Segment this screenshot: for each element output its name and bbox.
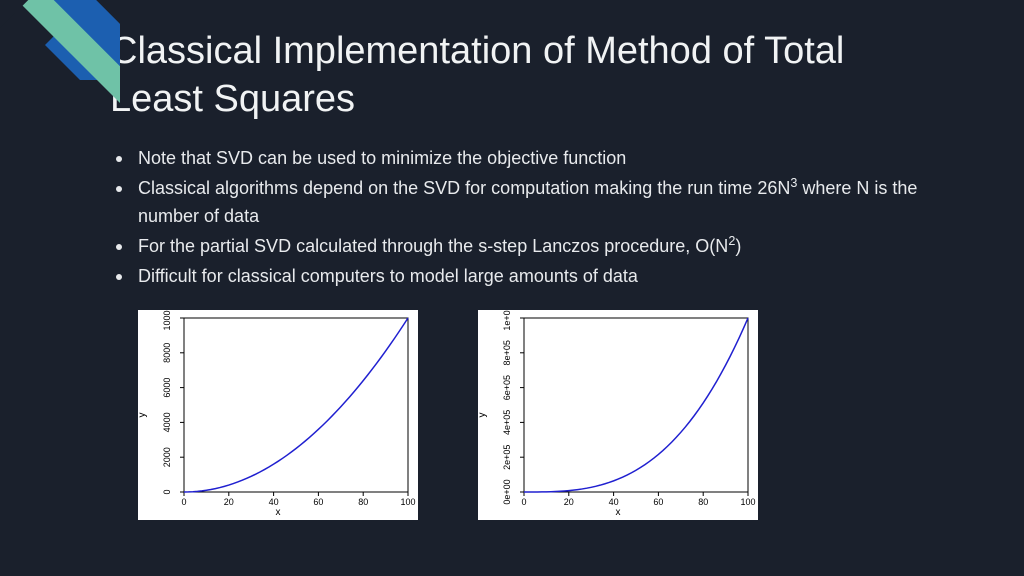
slide-content: Classical Implementation of Method of To… [0, 0, 1024, 540]
svg-text:2000: 2000 [162, 448, 172, 468]
chart-left-ylabel: y [137, 413, 148, 418]
svg-text:2e+05: 2e+05 [502, 445, 512, 470]
chart-left: 0 20 40 60 80 100 0 2000 4000 6000 8000 10000 y x [138, 310, 418, 520]
svg-text:100: 100 [400, 497, 415, 507]
bullet-item: Note that SVD can be used to minimize th… [110, 145, 934, 173]
bullet-item: For the partial SVD calculated through t… [110, 233, 934, 261]
svg-text:0: 0 [162, 490, 172, 495]
chart-right-ylabel: y [477, 413, 488, 418]
svg-text:1e+06: 1e+06 [502, 310, 512, 331]
chart-left-xlabel: x [276, 507, 281, 518]
bullet-item: Classical algorithms depend on the SVD f… [110, 175, 934, 231]
slide-title: Classical Implementation of Method of To… [110, 28, 934, 123]
svg-text:0e+00: 0e+00 [502, 480, 512, 505]
svg-text:8000: 8000 [162, 343, 172, 363]
svg-text:6000: 6000 [162, 378, 172, 398]
svg-text:0: 0 [181, 497, 186, 507]
svg-text:100: 100 [740, 497, 755, 507]
svg-text:20: 20 [224, 497, 234, 507]
svg-text:0: 0 [521, 497, 526, 507]
svg-text:4e+05: 4e+05 [502, 410, 512, 435]
svg-text:4000: 4000 [162, 413, 172, 433]
svg-text:10000: 10000 [162, 310, 172, 331]
svg-text:60: 60 [313, 497, 323, 507]
bullet-item: Difficult for classical computers to mod… [110, 263, 934, 291]
svg-text:8e+05: 8e+05 [502, 341, 512, 366]
svg-text:80: 80 [358, 497, 368, 507]
chart-right: 0 20 40 60 80 100 0e+00 2e+05 4e+05 6e+05 8e+05 1e+… [478, 310, 758, 520]
charts-row: 0 20 40 60 80 100 0 2000 4000 6000 8000 10000 y x 0… [110, 310, 934, 520]
bullet-list: Note that SVD can be used to minimize th… [110, 145, 934, 290]
svg-text:6e+05: 6e+05 [502, 375, 512, 400]
svg-text:60: 60 [653, 497, 663, 507]
svg-text:40: 40 [609, 497, 619, 507]
chart-right-xlabel: x [616, 507, 621, 518]
svg-text:80: 80 [698, 497, 708, 507]
svg-text:20: 20 [564, 497, 574, 507]
svg-text:40: 40 [269, 497, 279, 507]
